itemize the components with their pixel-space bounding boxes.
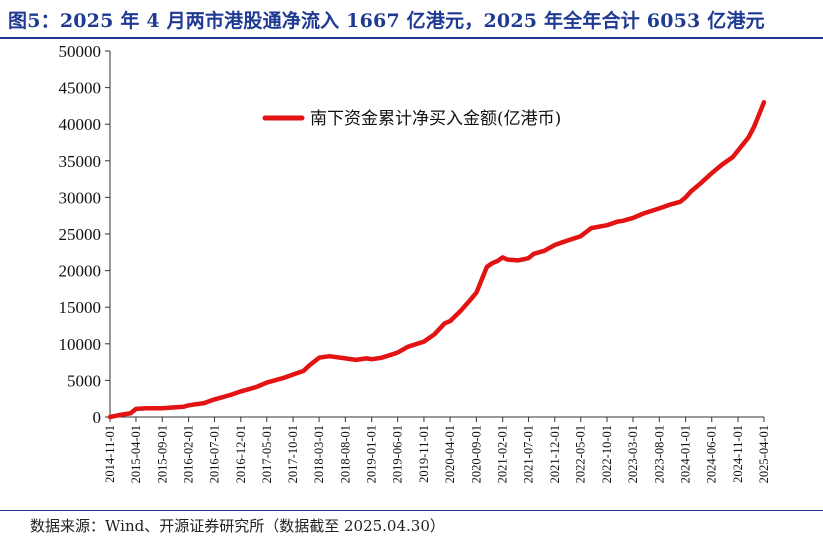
x-tick-label: 2020-04-01 <box>443 425 457 483</box>
axes <box>109 51 764 418</box>
series-line-0 <box>107 99 767 420</box>
y-tick-label: 15000 <box>59 298 102 317</box>
x-tick-label: 2024-01-01 <box>679 425 693 483</box>
x-tick-label: 2015-09-01 <box>155 425 169 483</box>
x-tick-label: 2023-08-01 <box>652 425 666 483</box>
x-tick-label: 2016-12-01 <box>234 425 248 483</box>
x-tick-label: 2023-03-01 <box>626 425 640 483</box>
x-tick-label: 2016-02-01 <box>182 425 196 483</box>
x-tick-label: 2019-06-01 <box>391 425 405 483</box>
x-tick-label: 2019-11-01 <box>417 425 431 483</box>
y-tick-label: 0 <box>93 408 102 427</box>
title-rule <box>0 37 823 39</box>
x-tick-label: 2017-10-01 <box>286 425 300 483</box>
y-tick-label: 5000 <box>67 371 101 390</box>
y-axis-ticks: 0 5000 10000 15000 20000 25000 30000 35000 40000… <box>59 42 110 427</box>
x-tick-label: 2017-05-01 <box>260 425 274 483</box>
x-tick-label: 2018-03-01 <box>312 425 326 483</box>
x-tick-label: 2020-09-01 <box>469 425 483 483</box>
x-tick-label: 2022-10-01 <box>600 425 614 483</box>
y-tick-label: 10000 <box>59 335 102 354</box>
source-note: 数据来源：Wind、开源证券研究所（数据截至 2025.04.30） <box>30 517 445 535</box>
x-tick-label: 2019-01-01 <box>365 425 379 483</box>
x-axis-ticks: 2014-11-01 2015-04-01 2015-09-01 2016-02-01… <box>103 417 771 483</box>
y-tick-label: 30000 <box>59 188 102 207</box>
x-tick-label: 2018-08-01 <box>338 425 352 483</box>
source-rule <box>0 510 823 511</box>
y-tick-label: 20000 <box>59 262 102 281</box>
y-tick-label: 35000 <box>59 152 102 171</box>
x-tick-label: 2021-07-01 <box>521 425 535 483</box>
x-tick-label: 2024-06-01 <box>705 425 719 483</box>
x-tick-label: 2016-07-01 <box>208 425 222 483</box>
legend-label: 南下资金累计净买入金额(亿港币) <box>310 109 561 129</box>
x-tick-label: 2015-04-01 <box>129 425 143 483</box>
x-tick-label: 2021-12-01 <box>548 425 562 483</box>
legend: 南下资金累计净买入金额(亿港币) <box>262 109 561 129</box>
x-tick-label: 2014-11-01 <box>103 425 117 483</box>
x-tick-label: 2022-05-01 <box>574 425 588 483</box>
x-tick-label: 2024-11-01 <box>731 425 745 483</box>
x-tick-label: 2025-04-01 <box>757 425 771 483</box>
y-tick-label: 40000 <box>59 115 102 134</box>
chart-title: 图5：2025 年 4 月两市港股通净流入 1667 亿港元，2025 年全年合… <box>8 10 765 32</box>
series-layer <box>107 99 767 420</box>
y-tick-label: 50000 <box>59 42 102 61</box>
x-tick-label: 2021-02-01 <box>496 425 510 483</box>
y-tick-label: 45000 <box>59 79 102 98</box>
y-tick-label: 25000 <box>59 225 102 244</box>
